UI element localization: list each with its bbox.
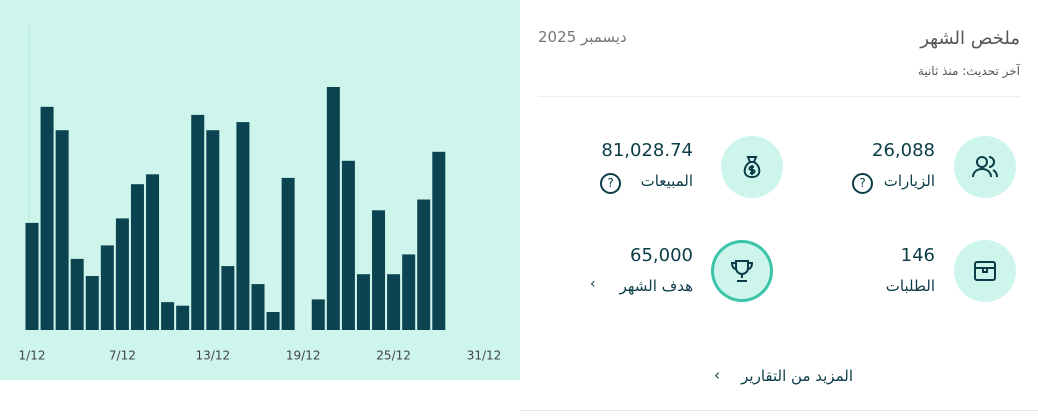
sales-chart: 1/12 7/12 13/12 19/12 25/12 31/12 [0,0,520,380]
bar [100,245,114,330]
updated: آخر تحديث: منذ ثانية [917,64,1020,78]
orders-icon [954,240,1016,302]
bar [191,114,205,331]
bar [432,151,446,330]
bar [281,177,295,330]
stat-value: 65,000 [630,245,693,266]
stat-label: الزيارات [883,172,935,190]
help-icon[interactable]: ? [600,173,621,194]
stat-value: 26,088 [872,140,935,161]
bar [326,87,340,330]
chevron: ‹ [590,276,596,292]
bar [55,130,69,330]
goal-icon [711,240,773,302]
bar [402,254,416,330]
bar [356,274,370,330]
bar [40,106,54,330]
stat-value: 146 [900,245,935,266]
period: ديسمبر 2025 [538,28,627,46]
bar [85,276,99,330]
x-tick-label: 1/12 [19,349,46,363]
bar [236,122,250,330]
x-tick-label: 31/12 [467,349,502,363]
x-tick-label: 19/12 [286,349,321,363]
bar [70,258,84,330]
divider [538,96,1020,97]
bar [251,284,265,330]
x-tick-label: 25/12 [376,349,411,363]
bar [311,299,325,330]
bar [341,160,355,330]
bar [206,130,220,330]
stat-label: المبيعات [640,172,693,190]
stat-link[interactable]: هدف الشهر [619,277,693,295]
bar [387,274,401,330]
stat-value: 81,028.74 [601,140,693,161]
help-icon[interactable]: ? [852,173,873,194]
card-title: ملخص الشهر [920,28,1020,49]
bar [417,199,431,330]
visits-icon [954,136,1016,198]
bar [115,218,129,330]
bar [161,302,175,330]
bar [176,305,190,330]
summary-card: ملخص الشهر ديسمبر 2025 آخر تحديث: منذ ثا… [520,0,1038,411]
x-tick-label: 7/12 [109,349,136,363]
chevron: ‹ [714,366,720,384]
x-tick-label: 13/12 [196,349,231,363]
bar [372,210,386,330]
bar [130,184,144,330]
bar [266,312,280,330]
bar [221,266,235,330]
more-link[interactable]: المزيد من التقارير [741,367,853,385]
sales-icon [721,136,783,198]
bar [146,174,160,330]
stat-label: الطلبات [885,277,935,295]
bar [25,222,39,330]
